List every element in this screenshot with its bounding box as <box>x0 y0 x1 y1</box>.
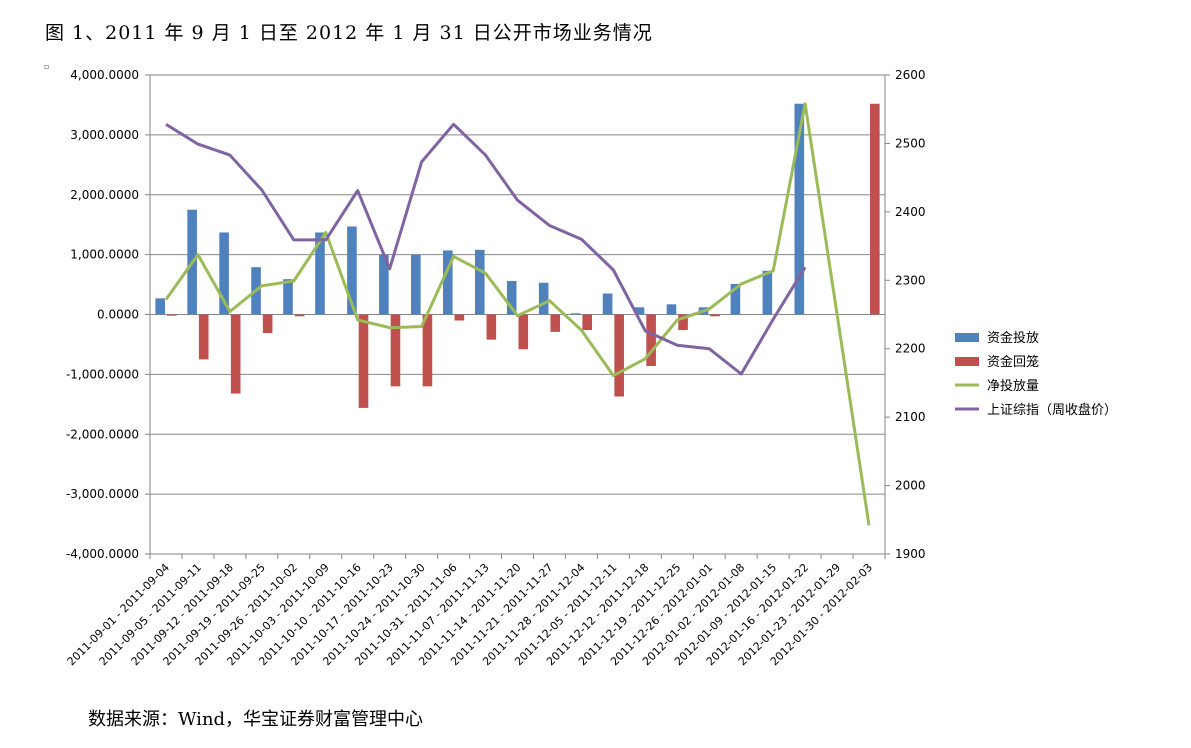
y2-tick-label: 2300 <box>895 273 926 287</box>
bar-withdrawal <box>582 314 592 331</box>
legend-label: 资金投放 <box>987 330 1039 346</box>
bar-withdrawal <box>870 103 880 315</box>
y2-tick-label: 2600 <box>895 68 926 82</box>
bar-injection <box>219 232 229 315</box>
bar-injection <box>347 226 357 315</box>
bar-injection <box>602 293 613 315</box>
axes: 4,000.0000 3,000.0000 2,000.0000 1,000.0000… <box>65 68 926 668</box>
legend-swatch <box>955 357 979 366</box>
bar-injection <box>411 254 421 315</box>
bar-injection <box>762 270 773 315</box>
gridlines <box>150 74 885 555</box>
bar-injection <box>570 313 581 315</box>
y-tick-label: 0.0000 <box>97 308 139 322</box>
bar-withdrawal <box>646 314 656 366</box>
bar-withdrawal <box>518 314 529 350</box>
bar-withdrawal <box>358 314 369 408</box>
bar-withdrawal <box>710 314 720 317</box>
y-tick-label: -3,000.0000 <box>66 487 139 501</box>
legend-swatch <box>955 333 979 342</box>
bar-withdrawal <box>486 314 497 340</box>
y-tick-label: 4,000.0000 <box>70 68 139 82</box>
bar-withdrawal <box>262 314 273 334</box>
bar-injection <box>666 304 677 315</box>
bar-injection <box>794 103 805 315</box>
y-tick-label: 3,000.0000 <box>70 128 139 142</box>
y-tick-label: -2,000.0000 <box>66 427 139 441</box>
y2-tick-label: 2000 <box>895 479 926 493</box>
source-note: 数据来源：Wind，华宝证券财富管理中心 <box>88 709 424 730</box>
bar-withdrawal <box>390 314 401 387</box>
bar-injection <box>155 298 165 315</box>
bar-injection <box>474 249 485 315</box>
figure-title: 图 1、2011 年 9 月 1 日至 2012 年 1 月 31 日公开市场业… <box>45 22 653 44</box>
bar-injection <box>283 279 293 315</box>
y-tick-label: -4,000.0000 <box>66 547 139 561</box>
y-tick-label: 2,000.0000 <box>70 188 139 202</box>
y2-tick-label: 2100 <box>895 410 926 424</box>
bar-withdrawal <box>678 314 688 331</box>
bar-withdrawal <box>294 314 305 317</box>
corner-mark: ▫ <box>44 62 50 71</box>
y-tick-label: -1,000.0000 <box>66 367 139 381</box>
bar-withdrawal <box>198 314 209 360</box>
index-line <box>165 122 807 376</box>
y2-tick-label: 2200 <box>895 342 926 356</box>
legend-label: 上证综指（周收盘价） <box>987 402 1117 418</box>
bar-injection <box>538 282 549 315</box>
lines <box>164 102 871 526</box>
bar-injection <box>730 283 741 315</box>
y2-tick-label: 1900 <box>895 547 926 561</box>
bar-injection <box>443 250 453 315</box>
bar-withdrawal <box>422 314 433 387</box>
bar-withdrawal <box>166 314 177 316</box>
net-injection-line <box>164 102 871 526</box>
bar-withdrawal <box>454 314 465 321</box>
bar-injection <box>634 307 645 315</box>
y-tick-label: 1,000.0000 <box>70 248 139 262</box>
bar-withdrawal <box>550 314 561 332</box>
bar-injection <box>315 232 325 315</box>
y2-tick-label: 2500 <box>895 136 926 150</box>
bars <box>155 103 880 408</box>
bar-injection <box>506 280 517 315</box>
bar-withdrawal <box>614 314 624 397</box>
bar-injection <box>379 254 389 315</box>
legend-label: 净投放量 <box>987 378 1039 394</box>
y2-tick-label: 2400 <box>895 205 926 219</box>
legend-label: 资金回笼 <box>987 354 1039 370</box>
bar-withdrawal <box>230 314 241 394</box>
